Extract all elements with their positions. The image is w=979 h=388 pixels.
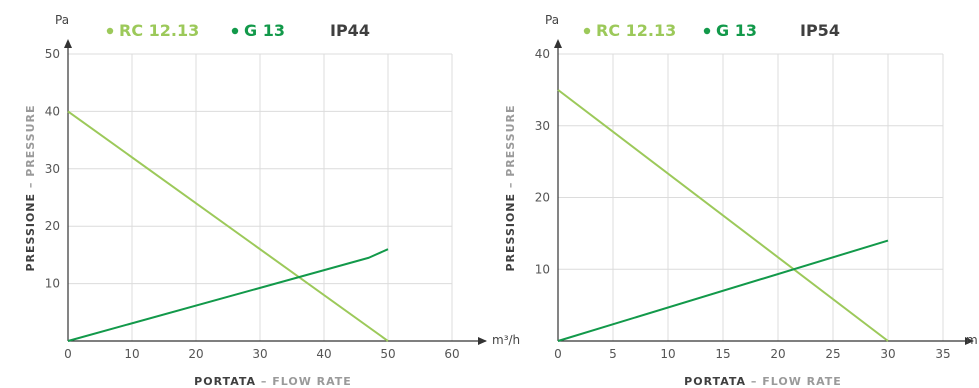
- y-tick-label: 10: [45, 277, 60, 291]
- legend-entry: G 13: [716, 21, 757, 40]
- x-tick-label: 20: [770, 347, 785, 361]
- legend-dot: [583, 27, 591, 35]
- y-tick-label: 30: [535, 119, 550, 133]
- x-tick-label: 25: [825, 347, 840, 361]
- x-tick-label: 30: [880, 347, 895, 361]
- y-axis-title-main: PRESSIONE: [24, 193, 37, 272]
- series-line-g-13: [67, 248, 389, 342]
- x-tick-label: 15: [715, 347, 730, 361]
- legend-dot: [703, 27, 711, 35]
- x-unit-label: m³/h: [492, 333, 520, 347]
- legend-dot: [231, 27, 239, 35]
- legend-entry: RC 12.13: [119, 21, 199, 40]
- x-axis-title-main: PORTATA: [684, 375, 746, 388]
- x-axis-arrow: [478, 337, 487, 345]
- x-tick-label: 10: [124, 347, 139, 361]
- series-line-rc-12-13: [557, 89, 889, 342]
- y-tick-label: 20: [535, 191, 550, 205]
- chart-ip44: 0 10 20 30 40 50 60 10 20 30 40 50 Pa m³/h RC 12.13 G 1…: [24, 13, 520, 388]
- y-tick-label: 20: [45, 219, 60, 233]
- legend-entry: IP54: [800, 21, 840, 40]
- y-tick-label: 30: [45, 162, 60, 176]
- gridlines: [558, 53, 944, 341]
- x-tick-label: 5: [609, 347, 617, 361]
- x-tick-label: 35: [935, 347, 950, 361]
- x-axis-title-alt: FLOW RATE: [272, 375, 352, 388]
- y-axis-title-alt: PRESSURE: [24, 104, 37, 176]
- x-tick-label: 0: [64, 347, 72, 361]
- y-axis-title: PRESSIONE – PRESSURE: [504, 104, 517, 271]
- x-axis-title-main: PORTATA: [194, 375, 256, 388]
- x-tick-label: 30: [252, 347, 267, 361]
- series-line-rc-12-13: [67, 110, 389, 342]
- y-axis-title-alt: PRESSURE: [504, 104, 517, 176]
- x-axis-title: PORTATA – FLOW RATE: [684, 375, 842, 388]
- legend-dot: [106, 27, 114, 35]
- y-tick-label: 50: [45, 47, 60, 61]
- series-line-g-13: [557, 239, 889, 342]
- x-tick-label: 40: [316, 347, 331, 361]
- x-axis-title-alt: FLOW RATE: [762, 375, 842, 388]
- x-axis-title-sep: –: [746, 375, 762, 388]
- legend-entry: IP44: [330, 21, 370, 40]
- x-axis-title: PORTATA – FLOW RATE: [194, 375, 352, 388]
- y-axis-title: PRESSIONE – PRESSURE: [24, 104, 37, 271]
- legend-entry: G 13: [244, 21, 285, 40]
- y-unit-label: Pa: [545, 13, 559, 27]
- x-axis-arrow: [965, 337, 974, 345]
- x-tick-label: 60: [444, 347, 459, 361]
- y-tick-label: 10: [535, 262, 550, 276]
- y-tick-label: 40: [535, 47, 550, 61]
- x-tick-label: 0: [554, 347, 562, 361]
- y-axis-title-sep: –: [24, 177, 37, 193]
- y-axis-title-sep: –: [504, 177, 517, 193]
- legend-entry: RC 12.13: [596, 21, 676, 40]
- x-unit-label: m: [966, 333, 978, 347]
- x-axis-title-sep: –: [256, 375, 272, 388]
- y-axis-arrow: [554, 39, 562, 48]
- y-axis-title-main: PRESSIONE: [504, 193, 517, 272]
- y-axis-arrow: [64, 39, 72, 48]
- y-unit-label: Pa: [55, 13, 69, 27]
- x-tick-label: 10: [660, 347, 675, 361]
- x-tick-label: 20: [188, 347, 203, 361]
- gridlines: [68, 53, 453, 341]
- y-tick-label: 40: [45, 104, 60, 118]
- chart-ip54: 0 5 10 15 20 25 30 35 10 20 30 40 Pa m RC 12.13 G 13 IP5…: [504, 13, 978, 388]
- x-tick-label: 50: [380, 347, 395, 361]
